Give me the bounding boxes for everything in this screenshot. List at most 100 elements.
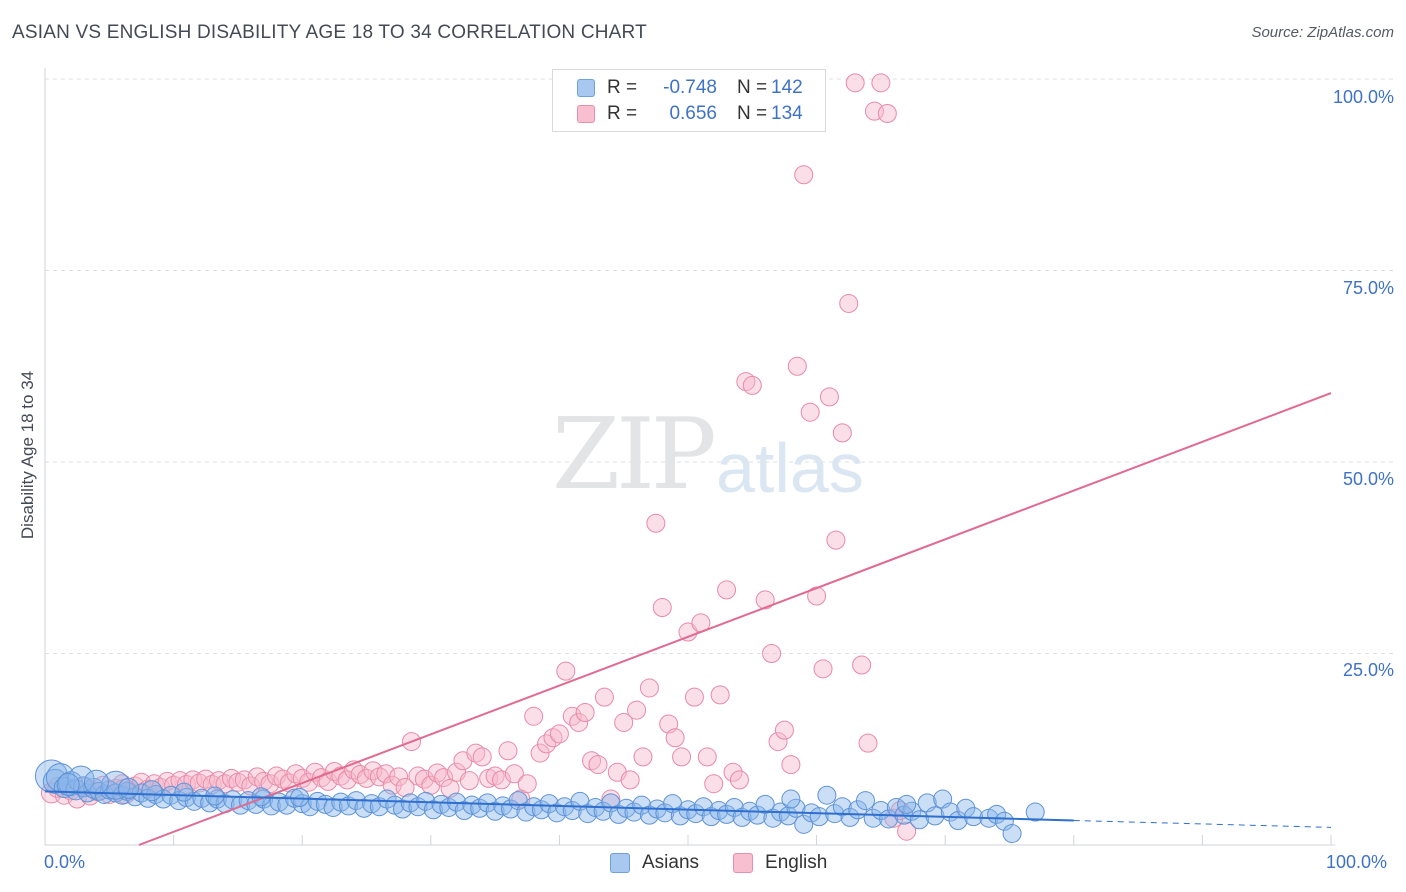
asians-point (809, 807, 829, 827)
english-point (781, 755, 801, 775)
asians-point (781, 789, 801, 809)
english-point (279, 773, 299, 793)
english-point (517, 774, 537, 794)
english-point (569, 712, 589, 732)
english-point (646, 513, 666, 533)
english-point (787, 356, 807, 376)
english-point (472, 747, 492, 767)
r-label: R = (607, 103, 638, 124)
asians-point (639, 805, 659, 825)
asians-point (83, 769, 109, 795)
trend-lines (44, 392, 1332, 846)
legend-item-english[interactable]: English (733, 852, 827, 874)
asians-point (948, 810, 968, 830)
asians-point (732, 807, 752, 827)
chart-source: Source: ZipAtlas.com (1251, 24, 1394, 41)
y-tick-label: 75.0% (1342, 278, 1394, 298)
r-value: -0.748 (663, 77, 717, 98)
asians-point (431, 794, 451, 814)
english-point (877, 103, 897, 123)
english-point (826, 530, 846, 550)
asians-point (632, 795, 652, 815)
asians-point (832, 797, 852, 817)
n-value: 142 (771, 77, 803, 98)
english-point (710, 685, 730, 705)
english-point (800, 402, 820, 422)
asians-point (89, 781, 109, 801)
asians-point (1025, 802, 1045, 822)
english-point (389, 767, 409, 787)
n-value: 134 (771, 103, 803, 124)
legend-row-asians: R = -0.748 N = 142 (577, 77, 803, 99)
asians-point (369, 797, 389, 817)
english-point (813, 659, 833, 679)
english-point (678, 622, 698, 642)
axes (44, 68, 1335, 846)
asians-point (670, 806, 690, 826)
asians-point (524, 797, 544, 817)
english-point (819, 387, 839, 407)
asians-point (174, 782, 194, 802)
english-point (845, 73, 865, 93)
asians-point (701, 807, 721, 827)
y-axis-label: Disability Age 18 to 34 (18, 370, 37, 540)
english-point (665, 728, 685, 748)
english-point (742, 375, 762, 395)
asians-point (763, 808, 783, 828)
asians-point (578, 804, 598, 824)
asians-point (118, 777, 140, 799)
english-point (556, 661, 576, 681)
legend-swatch-english (577, 105, 595, 123)
r-label: R = (607, 77, 638, 98)
english-point (504, 764, 524, 784)
correlation-legend: R = -0.748 N = 142 R = 0.656 N = 134 (552, 69, 826, 132)
english-point (434, 768, 454, 788)
english-point (627, 700, 647, 720)
chart-title: ASIAN VS ENGLISH DISABILITY AGE 18 TO 34… (12, 22, 647, 43)
english-point (704, 774, 724, 794)
asians-point (547, 803, 567, 823)
legend-item-asians[interactable]: Asians (610, 852, 699, 874)
english-point (832, 423, 852, 443)
asians-point (254, 789, 274, 809)
legend-row-english: R = 0.656 N = 134 (577, 103, 803, 125)
english-point (614, 712, 634, 732)
english-point (858, 733, 878, 753)
y-tick-label: 25.0% (1342, 660, 1394, 680)
english-point (299, 772, 319, 792)
asians-point (462, 795, 482, 815)
watermark-atlas: atlas (716, 429, 864, 507)
asians-point (609, 804, 629, 824)
english-trend-line (138, 392, 1332, 846)
asians-point (897, 794, 917, 814)
english-point (652, 598, 672, 618)
legend-swatch-asians (610, 853, 630, 873)
n-label: N = (737, 103, 768, 124)
english-point (717, 580, 737, 600)
english-point (729, 770, 749, 790)
asians-point (141, 780, 163, 802)
english-point (588, 755, 608, 775)
english-point (871, 73, 891, 93)
english-point (549, 724, 569, 744)
legend-label-english: English (765, 852, 828, 873)
english-point (337, 770, 357, 790)
asians-point (994, 811, 1014, 831)
asians-point (817, 785, 837, 805)
english-point (684, 687, 704, 707)
english-point (762, 644, 782, 663)
english-point (697, 747, 717, 767)
x-tick-label: 100.0% (1326, 852, 1388, 872)
english-point (376, 764, 396, 784)
english-point (768, 732, 788, 752)
english-point (524, 706, 544, 726)
english-point (575, 702, 595, 722)
asians-point (1002, 824, 1022, 844)
gridlines (45, 78, 1395, 654)
asians-point (840, 807, 860, 827)
english-point (241, 776, 261, 796)
asians-point (56, 772, 80, 796)
english-point (459, 771, 479, 791)
english-point (672, 747, 692, 767)
asians-series (34, 759, 1045, 844)
